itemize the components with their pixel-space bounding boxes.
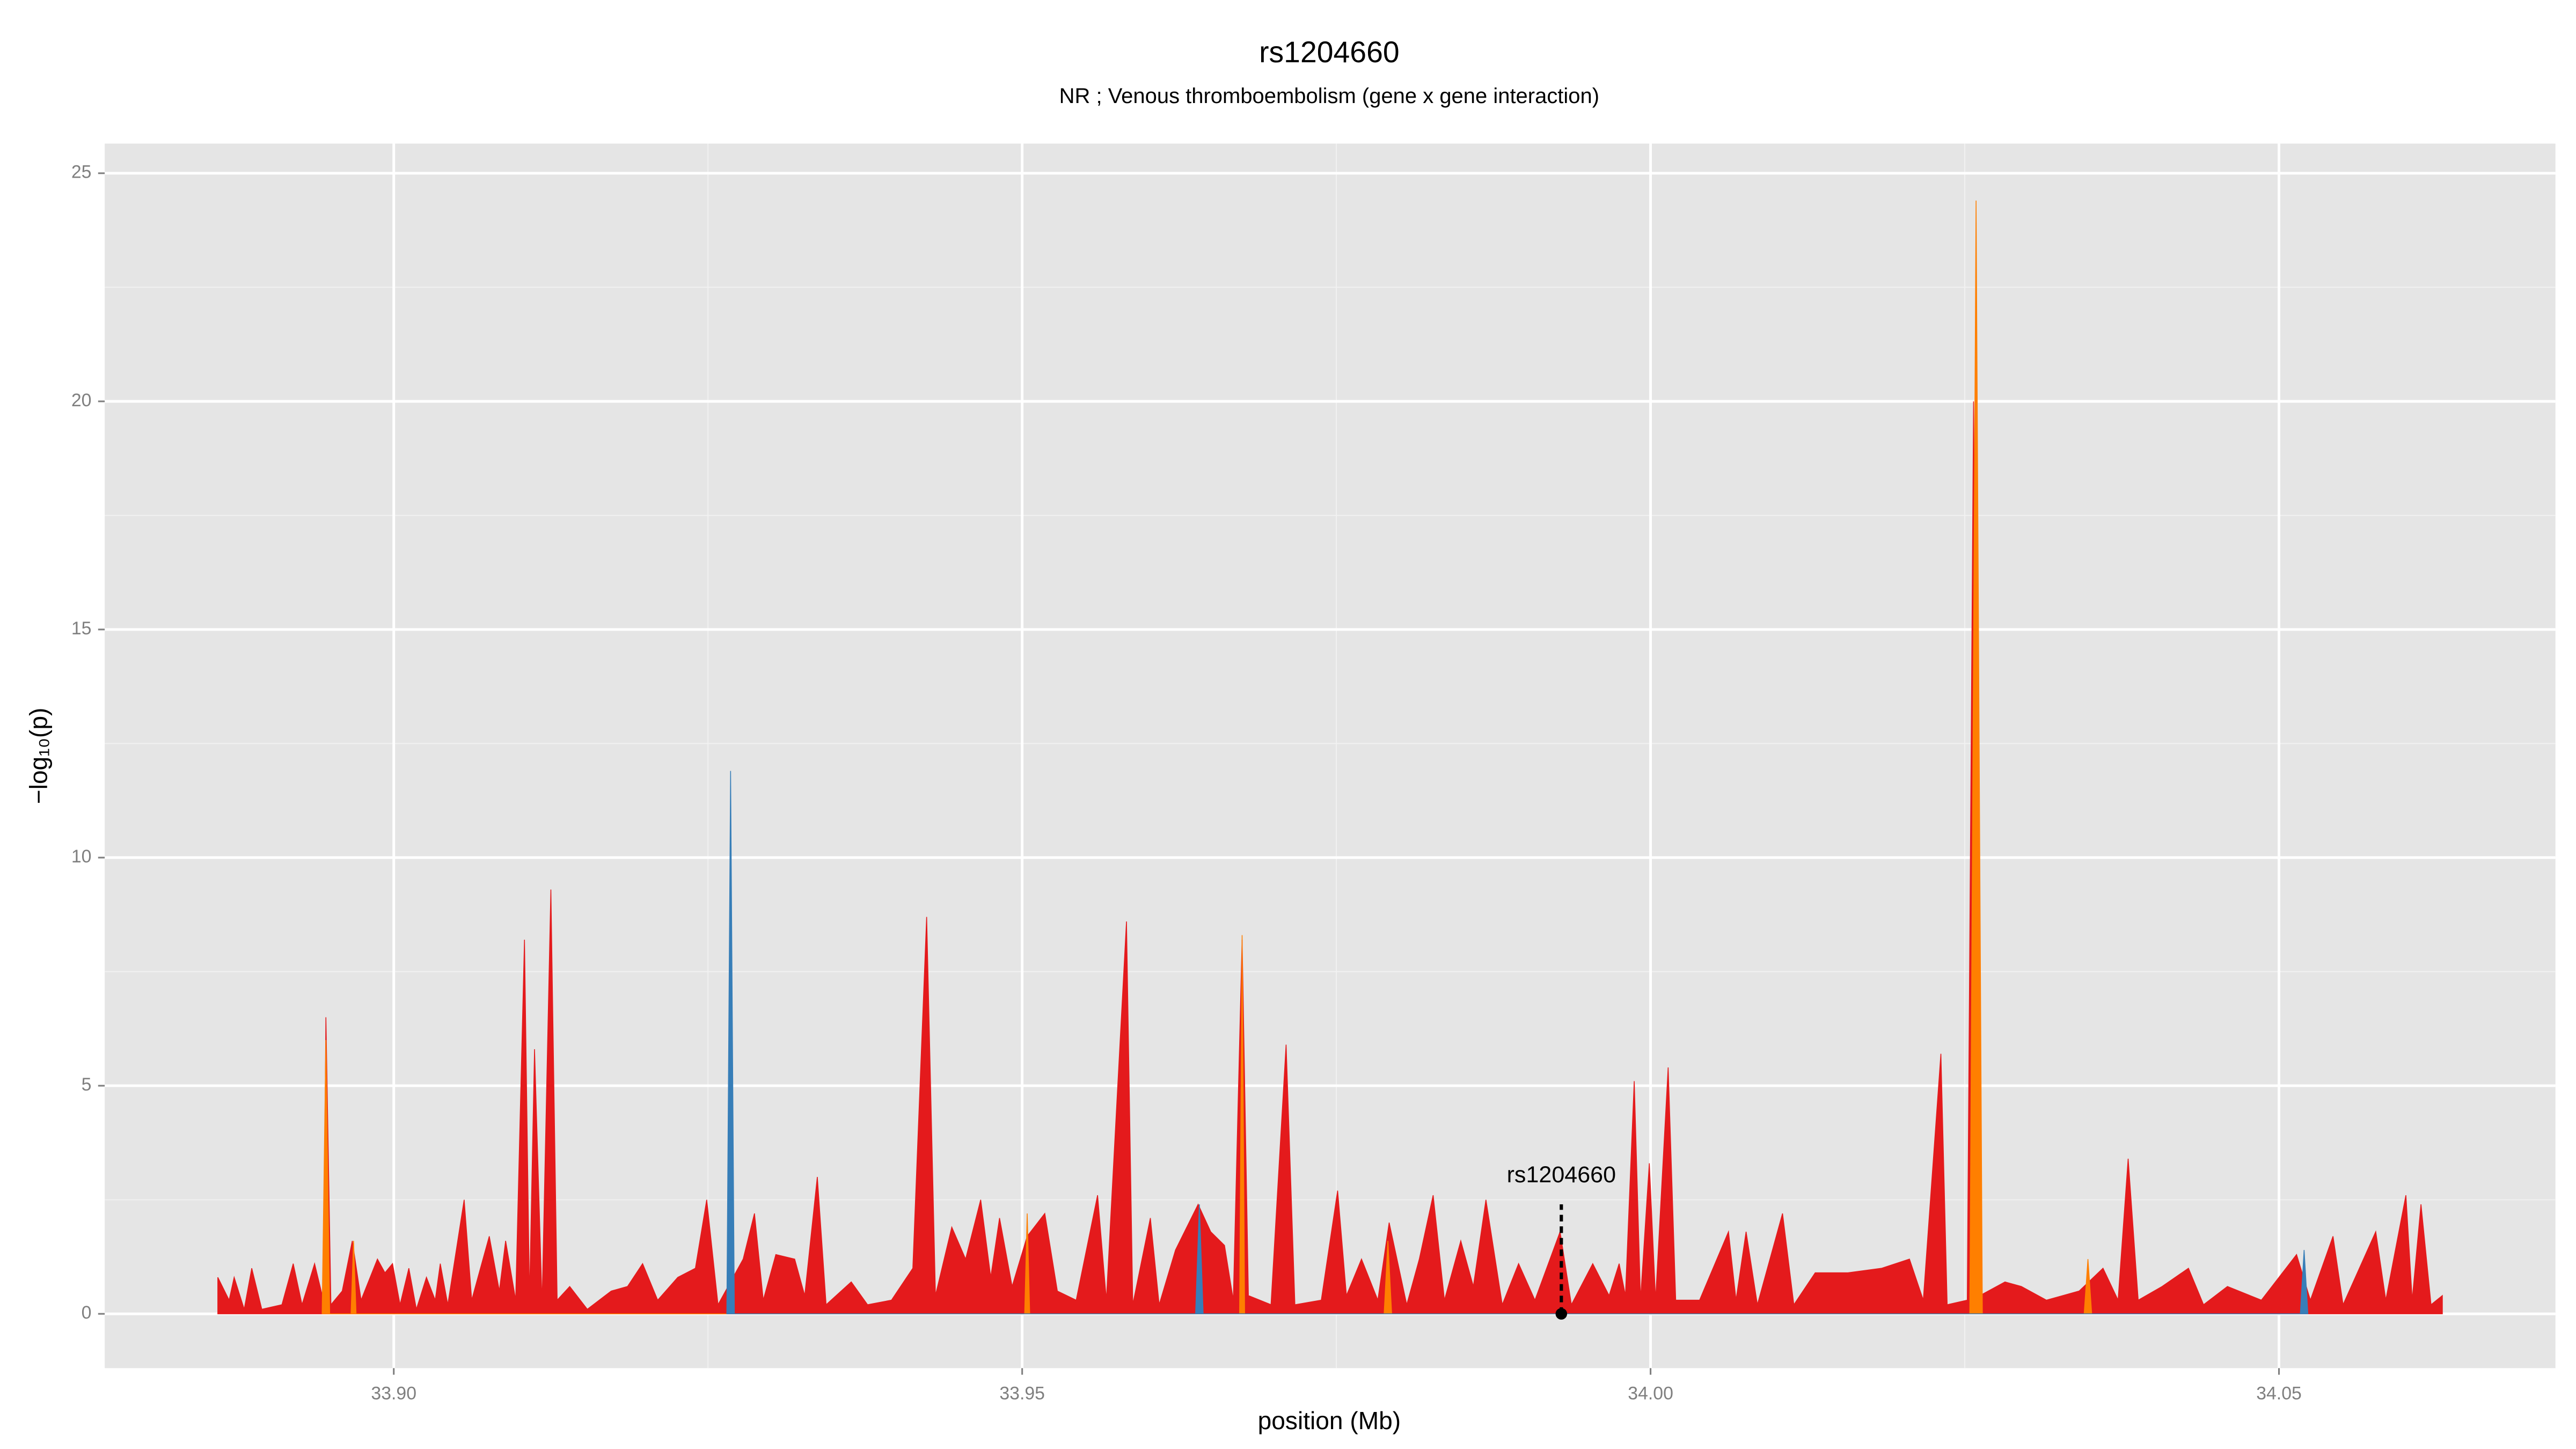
x-tick-label: 34.00 [1628, 1383, 1673, 1403]
annotation-label: rs1204660 [1507, 1162, 1616, 1188]
area [726, 771, 2309, 1314]
x-tick-label: 33.95 [999, 1383, 1045, 1403]
area [217, 401, 2443, 1314]
y-tick-label: 20 [71, 390, 92, 411]
y-tick-label: 15 [71, 618, 92, 639]
x-tick-label: 33.90 [371, 1383, 416, 1403]
x-tick-label: 34.05 [2256, 1383, 2302, 1403]
marks [217, 200, 2443, 1314]
x-axis-label: position (Mb) [1258, 1407, 1401, 1435]
annotation-point [1555, 1308, 1568, 1320]
y-tick-label: 25 [71, 162, 92, 182]
chart-subtitle: NR ; Venous thromboembolism (gene x gene… [1059, 84, 1599, 108]
y-tick-label: 0 [82, 1302, 92, 1323]
y-axis-label: −log₁₀(p) [24, 708, 52, 804]
panel [105, 143, 2556, 1368]
y-tick-label: 10 [71, 846, 92, 867]
y-tick-label: 5 [82, 1074, 92, 1095]
chart-title: rs1204660 [1259, 35, 1400, 69]
